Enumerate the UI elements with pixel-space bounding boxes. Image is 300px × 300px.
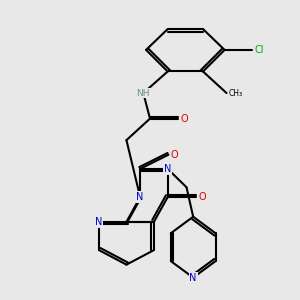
Text: N: N [164,164,171,174]
Text: N: N [190,273,197,283]
Text: N: N [136,192,144,202]
Text: Cl: Cl [254,45,264,55]
Text: N: N [95,217,103,227]
Text: NH: NH [136,88,150,98]
Text: O: O [180,114,188,124]
Text: O: O [170,150,178,160]
Text: O: O [198,192,206,202]
Text: CH₃: CH₃ [229,88,243,98]
